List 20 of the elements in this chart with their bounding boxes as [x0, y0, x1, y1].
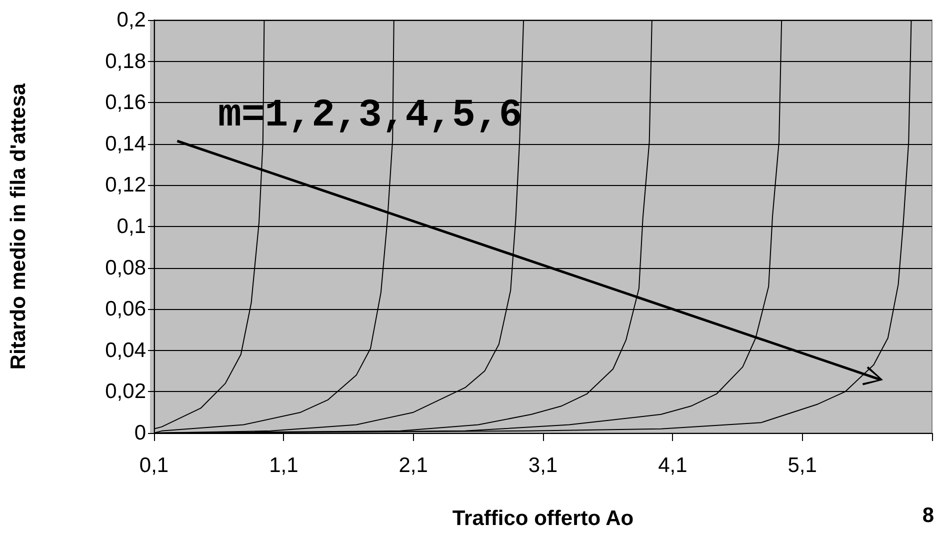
x-tick-label: 2,1: [398, 454, 428, 477]
y-tick-label: 0,04: [105, 338, 146, 362]
y-tick-label: 0,14: [105, 132, 146, 156]
y-tick-label: 0,16: [105, 91, 146, 114]
x-tick-label: 0,1: [139, 454, 169, 477]
y-tick-label: 0: [134, 422, 146, 444]
x-tick-label: 3,1: [528, 454, 558, 477]
y-tick-label: 0,1: [116, 215, 146, 238]
x-tick-label: 5,1: [788, 454, 817, 477]
x-tick-label: 4,1: [658, 454, 688, 477]
y-tick-label: 0,06: [105, 298, 146, 321]
text: 8: [922, 504, 934, 527]
x-tick-label: 1,1: [269, 454, 298, 477]
y-tick-label: 0,08: [105, 256, 146, 280]
x-axis-title: Traffico offerto Ao: [452, 507, 634, 530]
y-tick-label: 0,2: [116, 8, 146, 32]
y-axis-title: Ritardo medio in fila d'attesa: [7, 83, 30, 370]
y-tick-label: 0,12: [105, 174, 146, 197]
y-tick-label: 0,18: [105, 50, 146, 73]
y-tick-label: 0,02: [105, 380, 146, 404]
